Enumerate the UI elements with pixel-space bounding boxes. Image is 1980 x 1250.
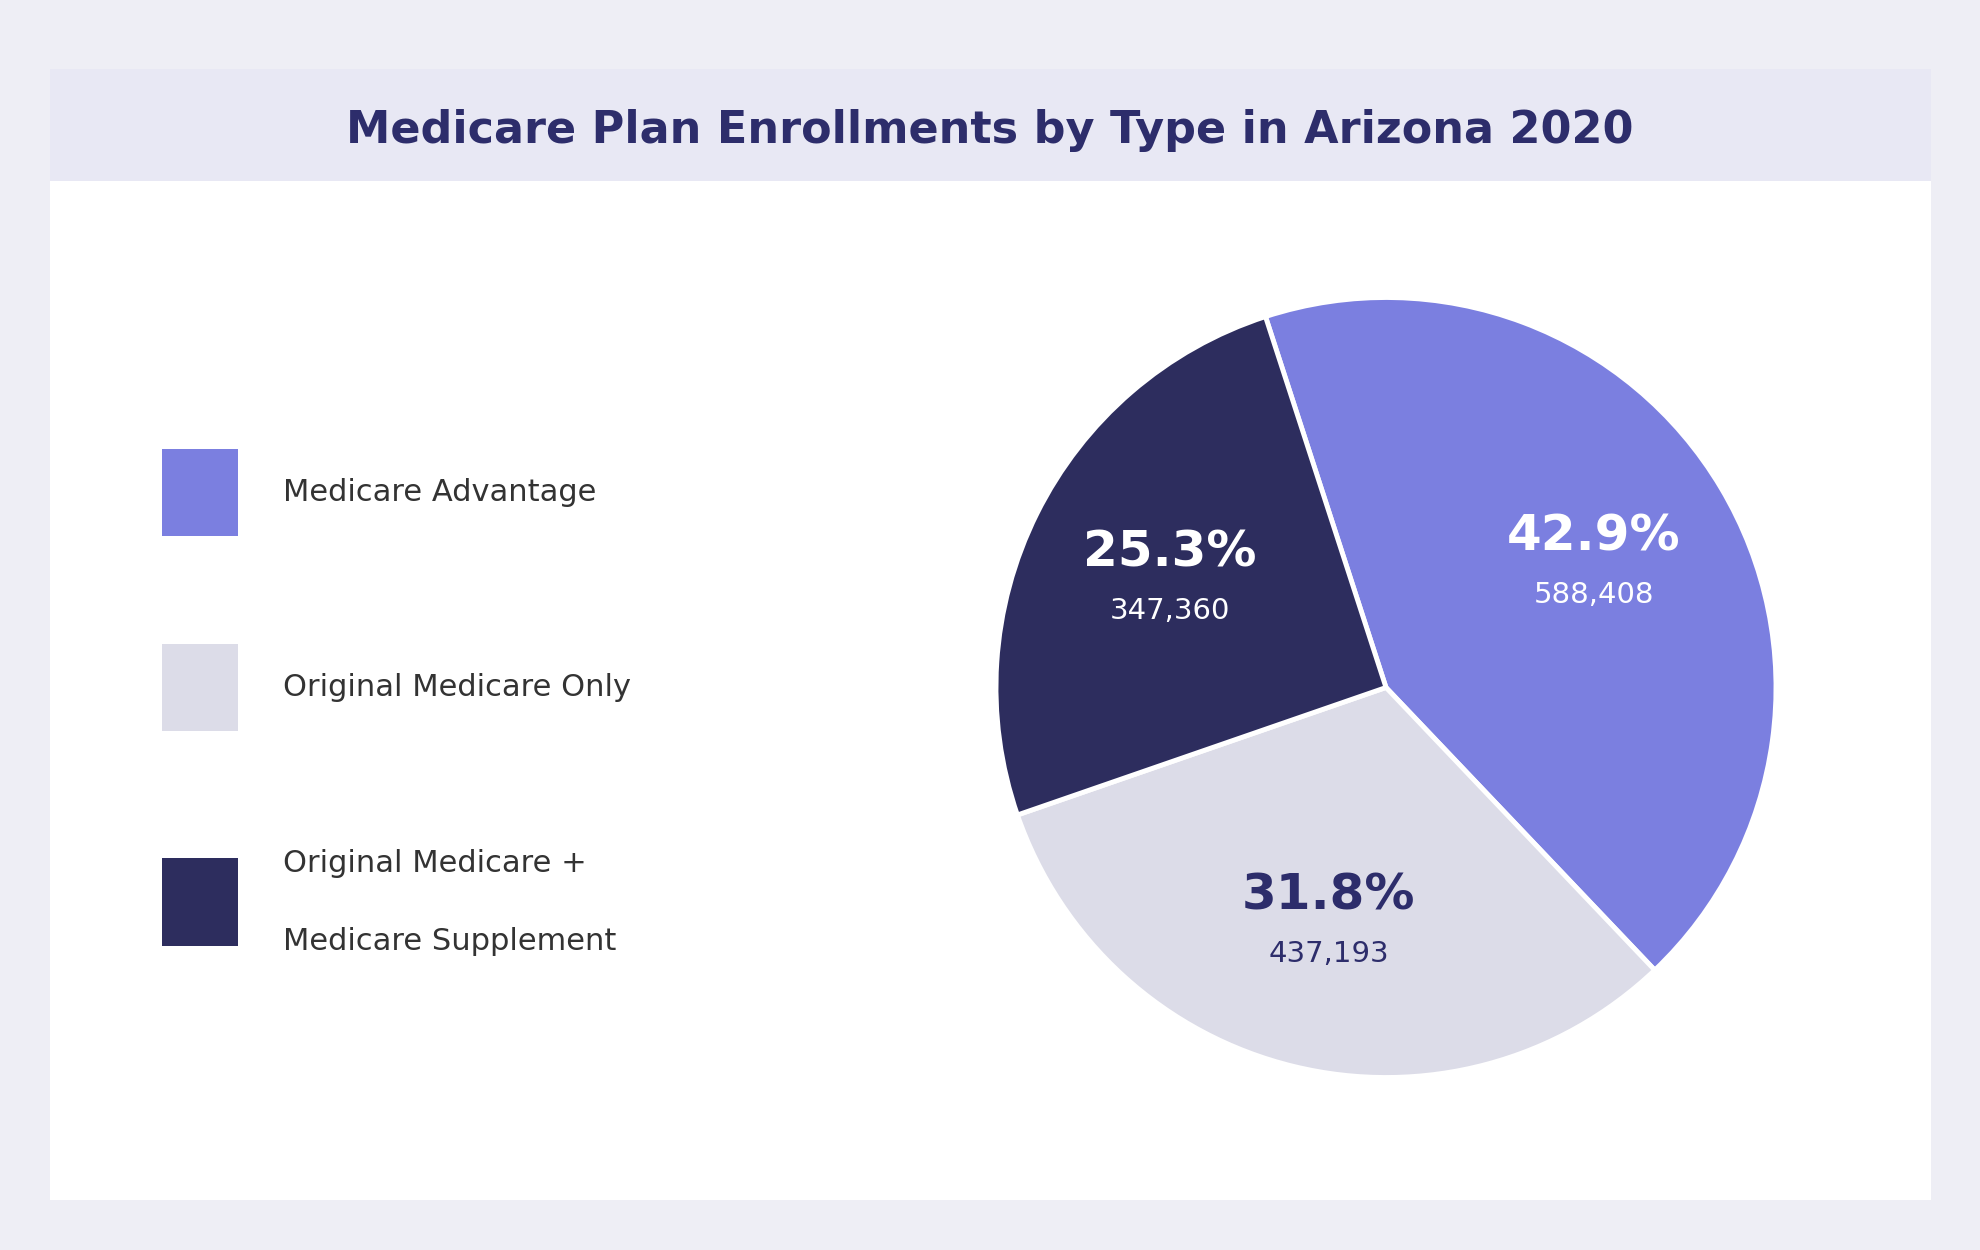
FancyBboxPatch shape <box>162 449 238 536</box>
Text: Original Medicare +: Original Medicare + <box>283 849 586 878</box>
Wedge shape <box>1018 688 1655 1078</box>
FancyBboxPatch shape <box>162 858 238 946</box>
Text: Medicare Advantage: Medicare Advantage <box>283 478 596 508</box>
Text: 437,193: 437,193 <box>1269 940 1390 968</box>
Text: Original Medicare Only: Original Medicare Only <box>283 672 632 702</box>
Wedge shape <box>996 316 1386 815</box>
Text: 42.9%: 42.9% <box>1507 512 1681 560</box>
Text: 31.8%: 31.8% <box>1241 871 1416 919</box>
Text: 347,360: 347,360 <box>1109 598 1230 625</box>
Wedge shape <box>1265 298 1776 970</box>
Text: Medicare Supplement: Medicare Supplement <box>283 926 616 955</box>
Text: Medicare Plan Enrollments by Type in Arizona 2020: Medicare Plan Enrollments by Type in Ari… <box>346 109 1633 152</box>
FancyBboxPatch shape <box>162 644 238 731</box>
Text: 25.3%: 25.3% <box>1083 529 1255 576</box>
Text: 588,408: 588,408 <box>1533 581 1653 609</box>
